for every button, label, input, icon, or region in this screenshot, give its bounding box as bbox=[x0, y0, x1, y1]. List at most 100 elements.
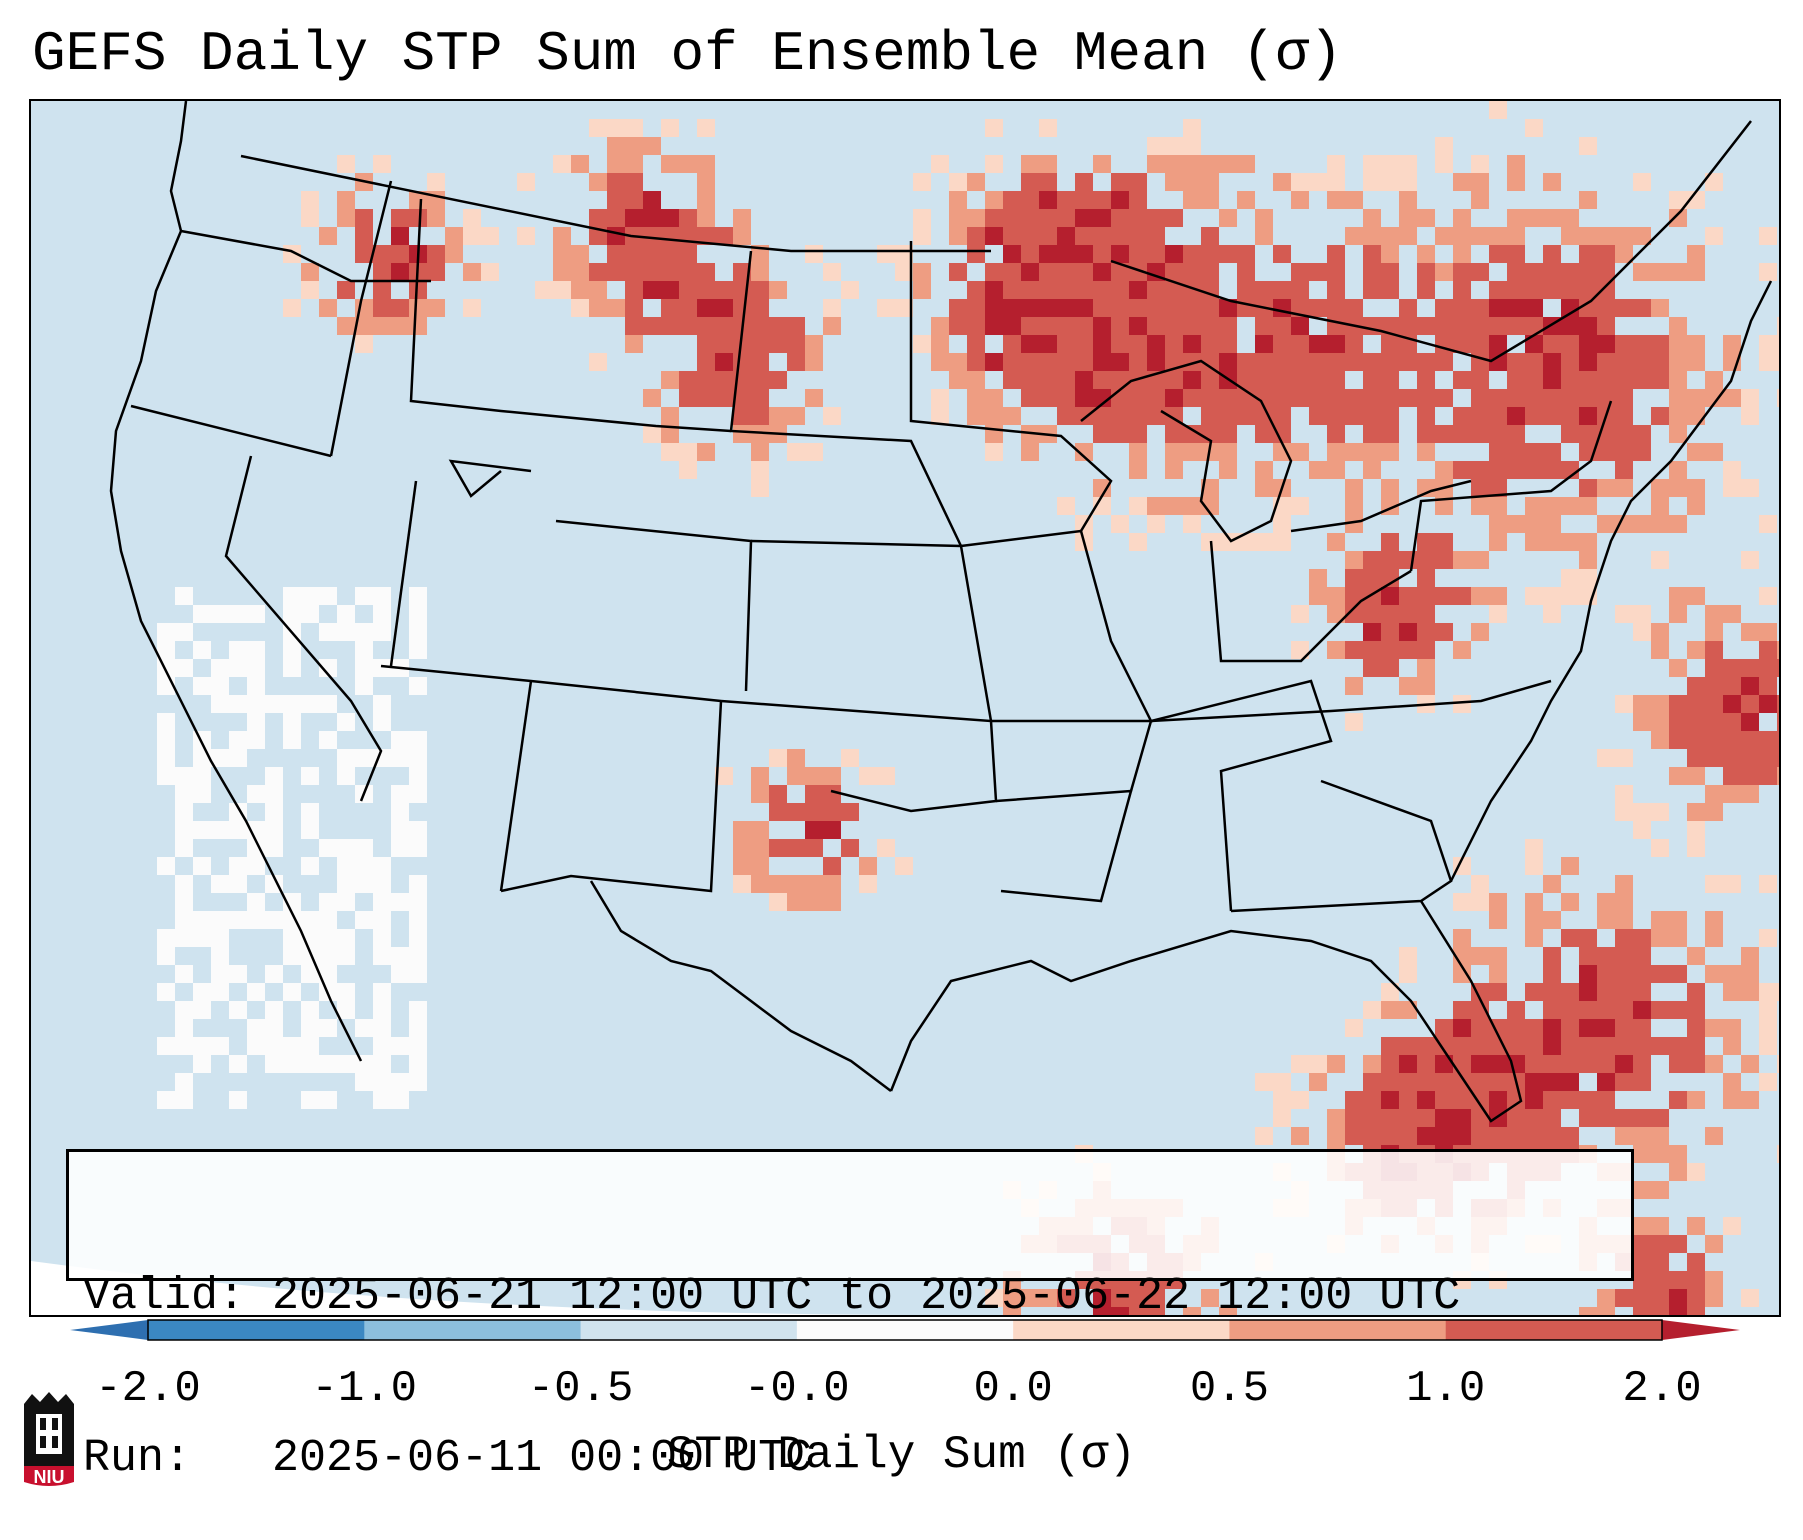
anomaly-cell bbox=[1147, 227, 1165, 245]
anomaly-cell bbox=[157, 767, 175, 785]
anomaly-cell bbox=[1129, 281, 1147, 299]
east-coast bbox=[1449, 280, 1773, 882]
anomaly-cell bbox=[1219, 353, 1237, 371]
anomaly-cell bbox=[1633, 983, 1651, 1001]
anomaly-cell bbox=[1435, 1091, 1453, 1109]
anomaly-cell bbox=[1723, 965, 1741, 983]
anomaly-cell bbox=[661, 407, 679, 425]
colorbar-over-arrow bbox=[1662, 1320, 1740, 1340]
anomaly-cell bbox=[1669, 407, 1687, 425]
anomaly-cell bbox=[1273, 281, 1291, 299]
anomaly-cell bbox=[1057, 1289, 1075, 1307]
anomaly-cell bbox=[1705, 749, 1723, 767]
anomaly-cell bbox=[1327, 533, 1345, 551]
anomaly-cell bbox=[1147, 209, 1165, 227]
anomaly-cell bbox=[1381, 1055, 1399, 1073]
anomaly-cell bbox=[715, 299, 733, 317]
anomaly-cell bbox=[607, 137, 625, 155]
anomaly-cell bbox=[1111, 191, 1129, 209]
anomaly-cell bbox=[409, 893, 427, 911]
anomaly-cell bbox=[1633, 1181, 1651, 1199]
anomaly-cell bbox=[1759, 749, 1777, 767]
anomaly-cell bbox=[157, 659, 175, 677]
anomaly-cell bbox=[1759, 1001, 1777, 1019]
anomaly-cell bbox=[157, 929, 175, 947]
anomaly-cell bbox=[1759, 587, 1777, 605]
anomaly-cell bbox=[1705, 929, 1723, 947]
anomaly-cell bbox=[661, 425, 679, 443]
anomaly-cell bbox=[1525, 281, 1543, 299]
anomaly-cell bbox=[949, 299, 967, 317]
anomaly-cell bbox=[1777, 353, 1779, 371]
anomaly-cell bbox=[1363, 659, 1381, 677]
anomaly-cell bbox=[841, 281, 859, 299]
anomaly-cell bbox=[1021, 443, 1039, 461]
anomaly-cell bbox=[355, 641, 373, 659]
anomaly-cell bbox=[247, 713, 265, 731]
nv-ut bbox=[389, 480, 418, 667]
anomaly-cell bbox=[1093, 335, 1111, 353]
anomaly-cell bbox=[1687, 1019, 1705, 1037]
anomaly-cell bbox=[769, 785, 787, 803]
anomaly-cell bbox=[1489, 497, 1507, 515]
anomaly-cell bbox=[1093, 299, 1111, 317]
anomaly-cell bbox=[1633, 353, 1651, 371]
anomaly-cell bbox=[1723, 785, 1741, 803]
anomaly-cell bbox=[1291, 641, 1309, 659]
anomaly-cell bbox=[1615, 479, 1633, 497]
anomaly-cell bbox=[1057, 227, 1075, 245]
anomaly-cell bbox=[1597, 1019, 1615, 1037]
anomaly-cell bbox=[1183, 1307, 1201, 1315]
anomaly-cell bbox=[643, 263, 661, 281]
anomaly-cell bbox=[1561, 1019, 1579, 1037]
anomaly-cell bbox=[751, 335, 769, 353]
anomaly-cell bbox=[1417, 1091, 1435, 1109]
anomaly-cell bbox=[1543, 1037, 1561, 1055]
anomaly-cell bbox=[1291, 191, 1309, 209]
anomaly-cell bbox=[1507, 353, 1525, 371]
anomaly-cell bbox=[1561, 425, 1579, 443]
anomaly-cell bbox=[1147, 155, 1165, 173]
anomaly-cell bbox=[337, 839, 355, 857]
anomaly-cell bbox=[1435, 137, 1453, 155]
anomaly-cell bbox=[265, 1055, 283, 1073]
anomaly-cell bbox=[643, 245, 661, 263]
anomaly-cell bbox=[175, 929, 193, 947]
anomaly-cell bbox=[625, 155, 643, 173]
anomaly-cell bbox=[1633, 335, 1651, 353]
anomaly-cell bbox=[1381, 587, 1399, 605]
anomaly-cell bbox=[157, 641, 175, 659]
anomaly-cell bbox=[1399, 1091, 1417, 1109]
anomaly-cell bbox=[1309, 389, 1327, 407]
anomaly-cell bbox=[877, 245, 895, 263]
anomaly-cell bbox=[1561, 569, 1579, 587]
anomaly-cell bbox=[1651, 1217, 1669, 1235]
anomaly-cell bbox=[1453, 1127, 1471, 1145]
anomaly-cell bbox=[1705, 1019, 1723, 1037]
colorbar-bin-4 bbox=[1013, 1320, 1230, 1340]
anomaly-cell bbox=[283, 1037, 301, 1055]
anomaly-cell bbox=[1525, 119, 1543, 137]
anomaly-cell bbox=[715, 767, 733, 785]
anomaly-cell bbox=[1597, 299, 1615, 317]
anomaly-cell bbox=[157, 947, 175, 965]
anomaly-cell bbox=[1543, 515, 1561, 533]
anomaly-cell bbox=[697, 335, 715, 353]
anomaly-cell bbox=[1381, 335, 1399, 353]
anomaly-cell bbox=[949, 227, 967, 245]
anomaly-cell bbox=[1309, 461, 1327, 479]
anomaly-cell bbox=[283, 983, 301, 1001]
anomaly-cell bbox=[1417, 587, 1435, 605]
anomaly-cell bbox=[1345, 1127, 1363, 1145]
anomaly-cell bbox=[1399, 947, 1417, 965]
anomaly-cell bbox=[1327, 461, 1345, 479]
anomaly-cell bbox=[1759, 641, 1777, 659]
anomaly-cell bbox=[1597, 749, 1615, 767]
anomaly-cell bbox=[1345, 605, 1363, 623]
anomaly-cell bbox=[985, 1289, 1003, 1307]
anomaly-cell bbox=[1255, 461, 1273, 479]
anomaly-cell bbox=[1255, 209, 1273, 227]
anomaly-cell bbox=[661, 443, 679, 461]
sd-nd bbox=[729, 250, 963, 547]
anomaly-cell bbox=[355, 623, 373, 641]
